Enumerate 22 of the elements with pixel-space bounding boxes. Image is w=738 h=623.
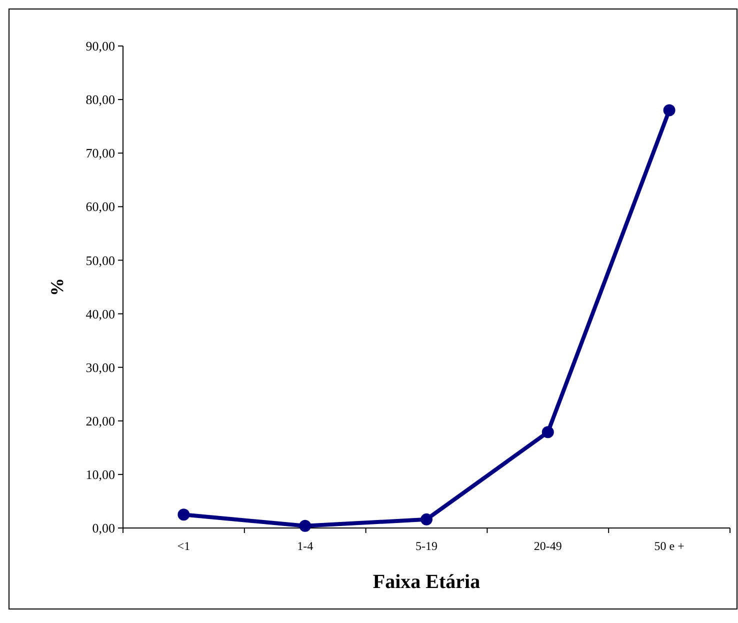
y-tick-label: 10,00: [86, 466, 115, 482]
y-tick-label: 60,00: [86, 199, 115, 214]
x-tick-label: 1-4: [297, 539, 314, 553]
y-tick-label: 50,00: [86, 252, 115, 268]
y-tick-label: 40,00: [86, 306, 115, 322]
x-tick-label: 20-49: [534, 539, 562, 553]
y-tick-label: 70,00: [86, 146, 115, 161]
y-tick-label: 80,00: [86, 92, 115, 108]
point: [178, 508, 190, 521]
point: [542, 426, 554, 438]
x-axis-title: Faixa Etária: [372, 571, 480, 593]
point: [663, 104, 676, 116]
y-axis-title: %: [47, 278, 67, 296]
point: [299, 520, 312, 532]
y-tick-label: 20,00: [86, 413, 115, 428]
y-tick-label: 0,00: [92, 520, 115, 536]
x-tick-label: 5-19: [416, 539, 438, 553]
point: [420, 513, 432, 526]
y-tick-label: 30,00: [86, 360, 115, 375]
y-tick-label: 90,00: [86, 38, 115, 54]
x-tick-label: 50 e +: [654, 539, 685, 553]
x-tick-label: <1: [177, 539, 190, 553]
